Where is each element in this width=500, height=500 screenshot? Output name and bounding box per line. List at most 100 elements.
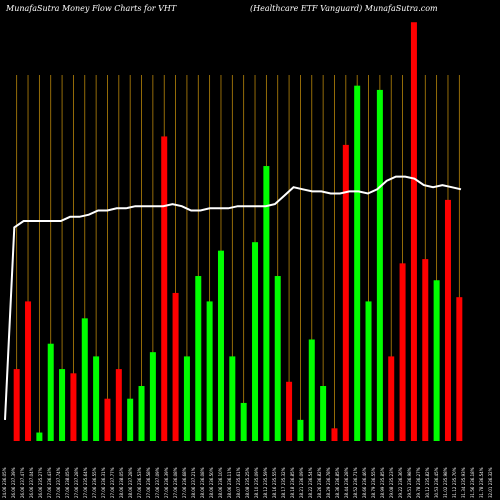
x-tick-label: 28.06 236.10% [218, 467, 223, 498]
bar-up [433, 280, 440, 441]
x-tick-label: 27.06 236.53% [137, 467, 142, 498]
bar-up [206, 301, 213, 441]
x-tick-label: 28.06 236.11% [227, 467, 232, 498]
x-tick-label: 28.52 236.71% [353, 467, 358, 498]
bar-up [320, 386, 327, 441]
x-tick-label: 28.07 235.61% [236, 467, 241, 498]
bar-up [308, 339, 315, 441]
x-tick-label: 28.10 235.09% [254, 467, 259, 498]
bar-up [217, 250, 224, 441]
x-axis-tick-labels: 24.06 236.05% 26.06 237.39% 26.06 237.47% 2… [2, 467, 493, 498]
x-tick-label: 28.44 236.28% [344, 467, 349, 498]
bar-up [81, 318, 88, 441]
bar-down [286, 381, 293, 441]
price-line-path [4, 175, 462, 420]
x-tick-label: 31.34 235.93% [461, 467, 466, 498]
bar-up [297, 419, 304, 441]
x-tick-label: 28.06 237.28% [128, 467, 133, 498]
x-tick-label: 28.22 236.54% [308, 467, 313, 498]
x-tick-label: 27.06 235.64% [83, 467, 88, 498]
x-tick-label: 27.06 236.55% [92, 467, 97, 498]
x-tick-label: 28.16 235.55% [272, 467, 277, 498]
x-tick-label: 28.17 235.32% [281, 467, 286, 498]
x-tick-label: 30.53 236.45% [434, 467, 439, 498]
x-tick-label: 32.01 236.32% [488, 467, 493, 498]
x-tick-label: 31.78 236.54% [479, 467, 484, 498]
x-tick-label: 28.06 236.08% [200, 467, 205, 498]
bar-down [410, 22, 417, 441]
bar-up [183, 356, 190, 441]
x-tick-label: 27.06 238.05% [65, 467, 70, 498]
bar-up [365, 301, 372, 441]
bar-up [47, 343, 54, 441]
bar-down [331, 428, 338, 441]
x-tick-label: 31.02 235.98% [443, 467, 448, 498]
x-tick-label: 29.22 236.36% [398, 467, 403, 498]
bar-down [388, 356, 395, 441]
x-tick-label: 31.12 235.70% [452, 467, 457, 498]
bar-up [252, 242, 259, 441]
chart-title-right: (Healthcare ETF Vanguard) MunafaSutra.co… [250, 4, 438, 13]
x-tick-label: 28.18 236.85% [290, 467, 295, 498]
x-tick-label: 28.06 237.21% [191, 467, 196, 498]
bar-up [127, 398, 134, 441]
bar-up [376, 89, 383, 441]
x-tick-label: 28.36 236.85% [335, 467, 340, 498]
x-tick-label: 28.06 238.05% [119, 467, 124, 498]
x-tick-label: 28.21 236.09% [299, 467, 304, 498]
x-tick-label: 27.06 237.74% [56, 467, 61, 498]
bar-down [444, 199, 451, 441]
x-tick-label: 28.12 235.59% [263, 467, 268, 498]
x-tick-label: 31.56 236.18% [470, 467, 475, 498]
x-tick-label: 26.06 235.27% [38, 467, 43, 498]
chart-title-left: MunafaSutra Money Flow Charts for VHT [5, 4, 177, 13]
x-tick-label: 27.06 236.08% [173, 467, 178, 498]
bar-up [36, 432, 43, 441]
x-tick-label: 27.06 236.43% [47, 467, 52, 498]
bar-up [138, 386, 145, 441]
bar-down [172, 292, 179, 441]
x-tick-label: 28.99 235.85% [380, 467, 385, 498]
x-tick-label: 28.08 235.25% [245, 467, 250, 498]
bar-down [342, 144, 349, 441]
x-tick-label: 29.78 236.27% [416, 467, 421, 498]
bar-up [93, 356, 100, 441]
bar-down [115, 369, 122, 441]
x-tick-label: 26.06 237.47% [20, 467, 25, 498]
x-tick-label: 29.51 236.98% [407, 467, 412, 498]
bar-up [195, 276, 202, 441]
bar-up [229, 356, 236, 441]
bar-up [263, 166, 270, 442]
price-line [4, 175, 462, 420]
x-tick-label: 27.06 237.28% [74, 467, 79, 498]
x-tick-label: 27.06 236.39% [164, 467, 169, 498]
x-tick-label: 28.06 236.50% [209, 467, 214, 498]
bar-down [13, 369, 20, 441]
bar-down [456, 297, 463, 441]
bar-down [422, 259, 429, 441]
bar-up [354, 85, 361, 442]
bar-down [104, 398, 111, 441]
x-tick-label: 30.12 235.82% [425, 467, 430, 498]
x-tick-label: 27.06 237.09% [155, 467, 160, 498]
x-tick-label: 29.08 235.23% [389, 467, 394, 498]
x-tick-label: 27.06 236.31% [101, 467, 106, 498]
bars [13, 22, 463, 442]
bar-down [25, 301, 32, 441]
x-tick-label: 24.06 236.05% [2, 467, 7, 498]
x-tick-label: 28.29 236.78% [326, 467, 331, 498]
bar-up [149, 352, 156, 441]
bar-up [240, 402, 247, 441]
x-tick-label: 26.06 237.04% [29, 467, 34, 498]
x-tick-label: 26.06 237.39% [11, 467, 16, 498]
bar-up [274, 276, 281, 441]
x-tick-label: 27.06 236.68% [182, 467, 187, 498]
x-tick-label: 27.06 236.58% [146, 467, 151, 498]
x-tick-label: 28.66 236.46% [362, 467, 367, 498]
bar-up [59, 369, 66, 441]
x-tick-label: 28.26 236.82% [317, 467, 322, 498]
bar-down [399, 263, 406, 441]
bar-down [161, 136, 168, 441]
